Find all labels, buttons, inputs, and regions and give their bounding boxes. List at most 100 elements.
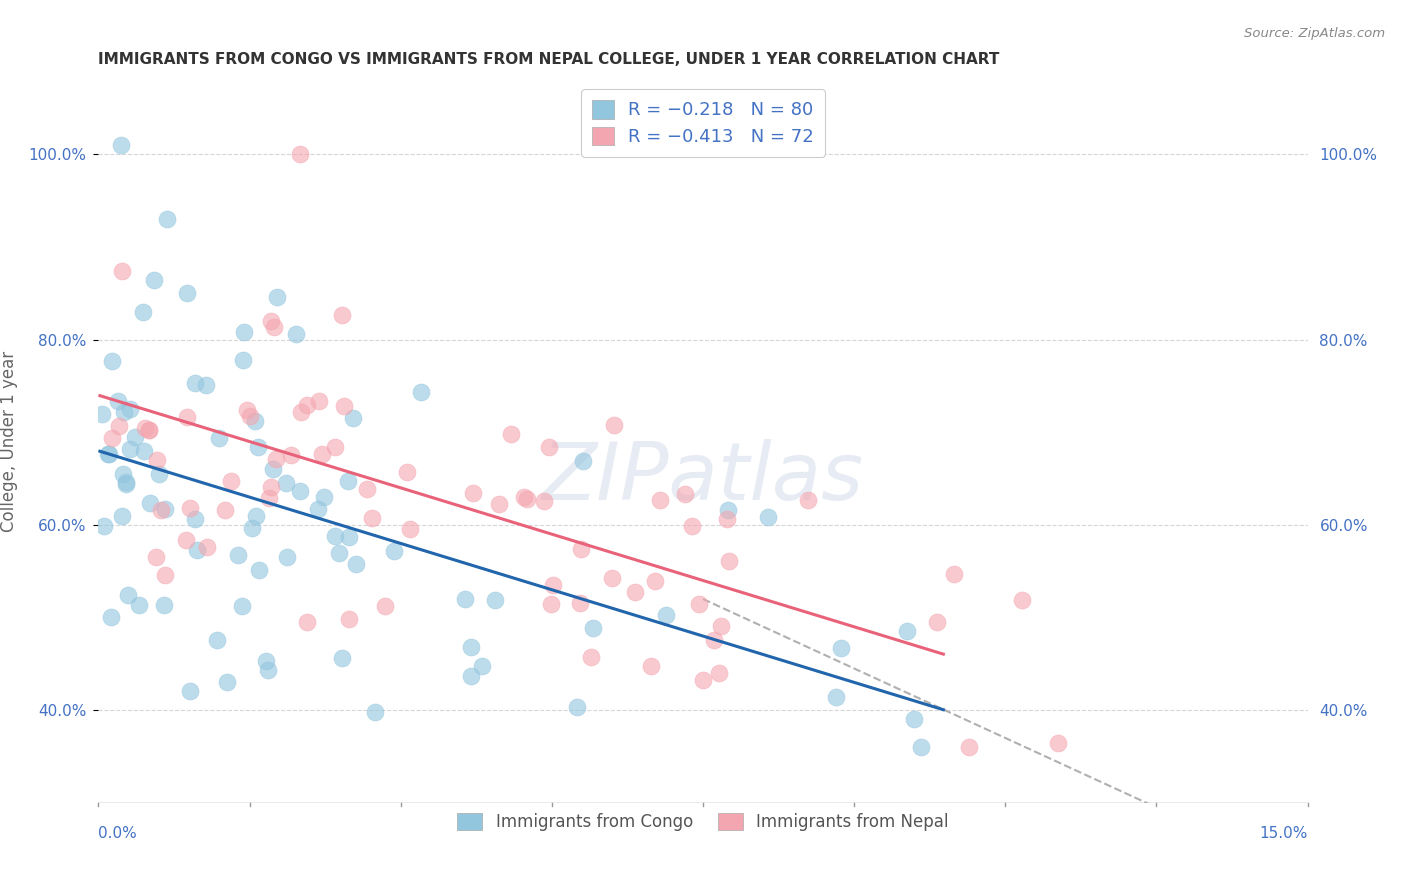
- Point: [148, 467, 170, 481]
- Point: [118, 402, 141, 417]
- Point: [132, 304, 155, 318]
- Point: [221, 475, 243, 489]
- Point: [927, 615, 949, 629]
- Point: [240, 521, 263, 535]
- Point: [139, 495, 162, 509]
- Point: [1047, 736, 1070, 750]
- Point: [308, 394, 330, 409]
- Point: [533, 494, 555, 508]
- Point: [488, 497, 510, 511]
- Point: [276, 476, 298, 491]
- Point: [569, 596, 592, 610]
- Point: [471, 658, 494, 673]
- Point: [623, 584, 645, 599]
- Point: [339, 529, 361, 543]
- Point: [1011, 593, 1033, 607]
- Point: [602, 417, 624, 432]
- Point: [337, 612, 360, 626]
- Point: [537, 440, 560, 454]
- Point: [179, 683, 201, 698]
- Point: [97, 446, 120, 460]
- Point: [648, 492, 671, 507]
- Point: [117, 588, 139, 602]
- Point: [179, 500, 201, 515]
- Point: [134, 443, 156, 458]
- Point: [295, 398, 318, 412]
- Point: [460, 640, 482, 655]
- Point: [111, 467, 134, 482]
- Point: [111, 264, 134, 278]
- Y-axis label: College, Under 1 year: College, Under 1 year: [0, 351, 17, 533]
- Point: [290, 483, 312, 498]
- Point: [208, 431, 231, 445]
- Point: [124, 430, 146, 444]
- Text: IMMIGRANTS FROM CONGO VS IMMIGRANTS FROM NEPAL COLLEGE, UNDER 1 YEAR CORRELATION: IMMIGRANTS FROM CONGO VS IMMIGRANTS FROM…: [98, 52, 1000, 67]
- Point: [581, 621, 603, 635]
- Point: [323, 441, 346, 455]
- Point: [91, 407, 114, 421]
- Point: [120, 442, 142, 457]
- Point: [285, 327, 308, 342]
- Point: [176, 533, 198, 547]
- Point: [572, 453, 595, 467]
- Point: [231, 599, 253, 614]
- Point: [516, 491, 538, 506]
- Point: [830, 640, 852, 655]
- Point: [344, 557, 367, 571]
- Point: [342, 411, 364, 425]
- Point: [256, 654, 278, 668]
- Point: [115, 476, 138, 491]
- Point: [356, 482, 378, 496]
- Point: [176, 409, 198, 424]
- Point: [484, 593, 506, 607]
- Point: [501, 426, 523, 441]
- Point: [409, 385, 432, 400]
- Point: [259, 314, 281, 328]
- Point: [186, 542, 208, 557]
- Point: [263, 319, 285, 334]
- Point: [707, 666, 730, 681]
- Point: [361, 511, 384, 525]
- Point: [257, 491, 280, 505]
- Point: [153, 501, 176, 516]
- Point: [262, 462, 284, 476]
- Point: [461, 486, 484, 500]
- Point: [214, 502, 236, 516]
- Point: [513, 490, 536, 504]
- Point: [903, 712, 925, 726]
- Point: [112, 405, 135, 419]
- Point: [399, 522, 422, 536]
- Text: 0.0%: 0.0%: [98, 826, 138, 841]
- Point: [756, 509, 779, 524]
- Point: [247, 563, 270, 577]
- Point: [145, 453, 167, 467]
- Point: [688, 598, 710, 612]
- Point: [579, 649, 602, 664]
- Point: [290, 405, 312, 419]
- Point: [195, 540, 218, 554]
- Point: [176, 286, 198, 301]
- Point: [100, 610, 122, 624]
- Point: [195, 377, 218, 392]
- Point: [395, 466, 418, 480]
- Point: [454, 591, 477, 606]
- Point: [101, 431, 124, 445]
- Point: [226, 548, 249, 562]
- Point: [108, 418, 131, 433]
- Point: [825, 690, 848, 704]
- Point: [910, 740, 932, 755]
- Point: [246, 440, 269, 454]
- Point: [232, 352, 254, 367]
- Point: [184, 512, 207, 526]
- Point: [654, 607, 676, 622]
- Point: [896, 624, 918, 638]
- Point: [716, 503, 738, 517]
- Point: [716, 512, 738, 526]
- Point: [328, 546, 350, 560]
- Point: [184, 376, 207, 391]
- Legend: Immigrants from Congo, Immigrants from Nepal: Immigrants from Congo, Immigrants from N…: [451, 806, 955, 838]
- Point: [681, 519, 703, 533]
- Point: [111, 508, 134, 523]
- Point: [640, 659, 662, 673]
- Point: [703, 633, 725, 648]
